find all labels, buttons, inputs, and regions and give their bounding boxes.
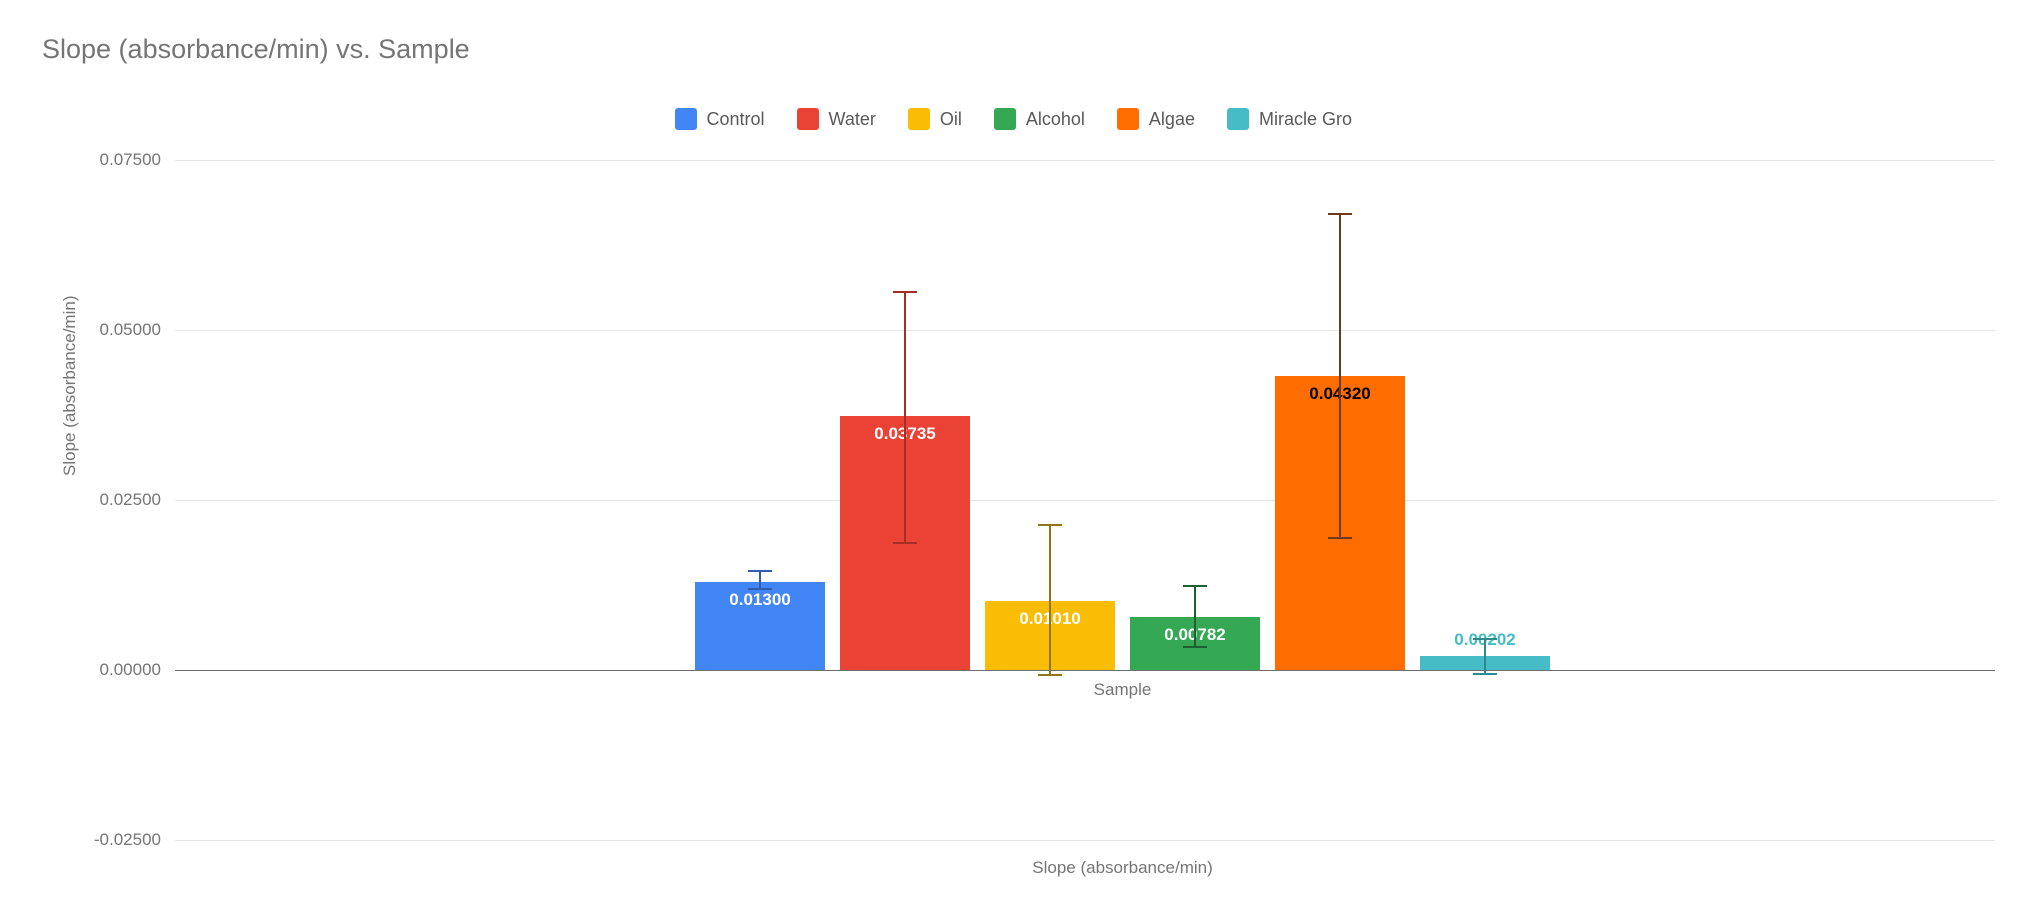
error-cap bbox=[1328, 213, 1352, 215]
legend-swatch bbox=[675, 108, 697, 130]
gridline bbox=[175, 840, 1995, 841]
legend-item: Oil bbox=[908, 108, 962, 130]
legend: Control Water Oil Alcohol Algae Miracle Gro bbox=[675, 108, 1352, 130]
legend-swatch bbox=[908, 108, 930, 130]
error-cap bbox=[1328, 537, 1352, 539]
error-cap bbox=[1183, 646, 1207, 648]
gridline bbox=[175, 160, 1995, 161]
error-cap bbox=[748, 570, 772, 572]
gridline bbox=[175, 330, 1995, 331]
error-bar bbox=[1339, 214, 1341, 538]
plot-area: -0.025000.000000.025000.050000.075000.01… bbox=[175, 160, 1995, 840]
legend-label: Miracle Gro bbox=[1259, 109, 1352, 130]
legend-label: Water bbox=[829, 109, 876, 130]
legend-swatch bbox=[1117, 108, 1139, 130]
error-bar bbox=[904, 292, 906, 543]
error-cap bbox=[1038, 674, 1062, 676]
error-cap bbox=[893, 542, 917, 544]
y-tick-label: -0.02500 bbox=[94, 830, 161, 850]
y-axis-title: Slope (absorbance/min) bbox=[60, 296, 80, 476]
legend-label: Alcohol bbox=[1026, 109, 1085, 130]
legend-swatch bbox=[797, 108, 819, 130]
gridline bbox=[175, 670, 1995, 671]
error-bar bbox=[759, 571, 761, 589]
legend-label: Algae bbox=[1149, 109, 1195, 130]
x-axis-subtitle: Slope (absorbance/min) bbox=[1032, 858, 1212, 878]
legend-item: Control bbox=[675, 108, 765, 130]
y-tick-label: 0.07500 bbox=[100, 150, 161, 170]
legend-item: Alcohol bbox=[994, 108, 1085, 130]
y-tick-label: 0.05000 bbox=[100, 320, 161, 340]
legend-item: Algae bbox=[1117, 108, 1195, 130]
legend-item: Miracle Gro bbox=[1227, 108, 1352, 130]
error-bar bbox=[1484, 639, 1486, 674]
legend-label: Oil bbox=[940, 109, 962, 130]
error-bar bbox=[1194, 586, 1196, 647]
legend-swatch bbox=[994, 108, 1016, 130]
error-bar bbox=[1049, 525, 1051, 675]
legend-label: Control bbox=[707, 109, 765, 130]
bar-value-label: 0.01300 bbox=[729, 590, 790, 610]
chart-title: Slope (absorbance/min) vs. Sample bbox=[42, 34, 470, 65]
legend-item: Water bbox=[797, 108, 876, 130]
y-tick-label: 0.02500 bbox=[100, 490, 161, 510]
error-cap bbox=[893, 291, 917, 293]
gridline bbox=[175, 500, 1995, 501]
error-cap bbox=[1473, 673, 1497, 675]
error-cap bbox=[1038, 524, 1062, 526]
legend-swatch bbox=[1227, 108, 1249, 130]
error-cap bbox=[748, 588, 772, 590]
error-cap bbox=[1183, 585, 1207, 587]
error-cap bbox=[1473, 638, 1497, 640]
y-tick-label: 0.00000 bbox=[100, 660, 161, 680]
x-axis-title: Sample bbox=[1094, 680, 1152, 700]
chart-root: Slope (absorbance/min) vs. Sample Contro… bbox=[0, 0, 2026, 915]
